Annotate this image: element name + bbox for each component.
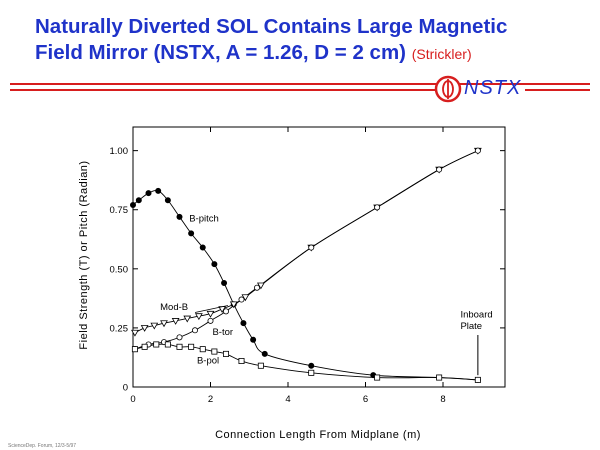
data-point-mod-b — [183, 315, 192, 323]
series-line-b-pitch — [132, 190, 478, 381]
title-line-2: Field Mirror (NSTX, A = 1.26, D = 2 cm) … — [35, 40, 595, 67]
chart-series-markers — [129, 147, 482, 383]
data-point-b-tor — [436, 166, 443, 173]
annotation-plate: Plate — [460, 321, 482, 332]
data-point-b-pitch — [164, 197, 171, 204]
x-tick-label: 6 — [363, 394, 368, 405]
y-tick-label: 0.75 — [110, 205, 129, 216]
data-point-b-tor — [374, 204, 381, 211]
data-point-mod-b — [206, 310, 215, 318]
author-credit: (Strickler) — [411, 46, 472, 62]
data-point-mod-b — [171, 318, 180, 325]
data-point-b-pol — [222, 350, 229, 357]
y-tick-label: 0 — [123, 383, 128, 394]
x-tick-label: 4 — [285, 394, 290, 405]
series-label-b-pol: B-pol — [197, 355, 219, 366]
data-point-b-tor — [222, 308, 229, 315]
footer-note: ScienceDep. Forum, 12/3-5/97 — [8, 443, 77, 449]
data-point-b-pol — [188, 343, 195, 350]
series-label-b-pitch: B-pitch — [189, 214, 219, 225]
data-point-b-pitch — [176, 213, 183, 220]
data-point-mod-b — [160, 320, 168, 328]
data-point-b-pol — [131, 346, 138, 353]
data-point-b-pitch — [211, 261, 218, 268]
y-tick-label: 1.00 — [110, 146, 129, 157]
data-point-b-tor — [191, 327, 198, 334]
data-point-b-tor — [474, 147, 481, 154]
data-point-b-pol — [436, 374, 443, 381]
data-point-b-tor — [308, 244, 315, 251]
data-point-b-pitch — [145, 190, 152, 197]
data-point-mod-b — [256, 282, 265, 290]
series-label-mod-b: Mod-B — [160, 302, 188, 313]
y-tick-label: 0.50 — [110, 264, 129, 275]
chart-axes: 0 2 4 6 8 0 0.25 0.50 0.75 1.00 — [110, 126, 506, 405]
data-point-b-pitch — [188, 230, 195, 237]
data-point-b-pol — [308, 369, 315, 376]
data-point-b-pitch — [250, 336, 257, 343]
data-point-b-pol — [374, 374, 381, 381]
data-point-b-pitch — [240, 320, 247, 327]
nstx-logo-text: NSTX — [464, 77, 522, 99]
chart-series-lines — [132, 150, 479, 381]
data-point-b-pitch — [221, 279, 228, 286]
data-point-mod-b — [241, 294, 250, 302]
data-point-b-pitch — [135, 197, 142, 204]
header-rule-bottom-left — [10, 89, 437, 91]
data-point-mod-b — [140, 325, 149, 332]
x-axis-title: Connection Length From Midplane (m) — [215, 429, 421, 441]
x-tick-label: 0 — [130, 394, 135, 405]
header-rule-top — [10, 83, 590, 85]
data-point-b-pitch — [261, 350, 268, 357]
x-tick-label: 2 — [208, 394, 213, 405]
data-point-b-pitch — [155, 187, 162, 194]
data-point-b-tor — [176, 334, 183, 341]
data-point-b-pol — [474, 376, 481, 383]
data-point-b-pol — [211, 348, 218, 355]
data-point-mod-b — [229, 301, 238, 309]
data-point-b-pol — [199, 346, 206, 353]
data-point-mod-b — [131, 329, 139, 337]
data-point-b-tor — [207, 317, 214, 324]
data-point-b-pol — [257, 362, 264, 369]
slide-title: Naturally Diverted SOL Contains Large Ma… — [35, 14, 595, 67]
nstx-logo-icon — [434, 75, 462, 103]
title-line-1: Naturally Diverted SOL Contains Large Ma… — [35, 15, 508, 38]
plot-frame — [132, 126, 506, 388]
data-point-b-pol — [153, 341, 160, 348]
data-point-b-tor — [253, 284, 260, 291]
series-label-b-tor: B-tor — [212, 327, 233, 338]
data-point-b-pitch — [308, 362, 315, 369]
data-point-b-pitch — [129, 201, 136, 208]
mod-b-leader-line — [194, 305, 229, 313]
header-rule-bottom-right — [525, 89, 590, 91]
data-point-mod-b — [150, 322, 159, 330]
x-tick-label: 8 — [440, 394, 445, 405]
data-point-b-pol — [141, 343, 148, 350]
y-axis-title: Field Strength (T) or Pitch (Radian) — [78, 160, 90, 349]
title-line-2-text: Field Mirror (NSTX, A = 1.26, D = 2 cm) — [35, 41, 407, 64]
y-tick-label: 0.25 — [110, 323, 129, 334]
data-point-b-tor — [238, 296, 245, 303]
series-line-b-pol — [134, 343, 478, 381]
data-point-mod-b — [194, 313, 203, 321]
data-point-b-pol — [164, 341, 171, 348]
data-point-b-pol — [176, 343, 183, 350]
data-point-b-pitch — [199, 244, 206, 251]
data-point-b-pol — [238, 357, 245, 364]
annotation-inboard: Inboard — [460, 309, 492, 320]
